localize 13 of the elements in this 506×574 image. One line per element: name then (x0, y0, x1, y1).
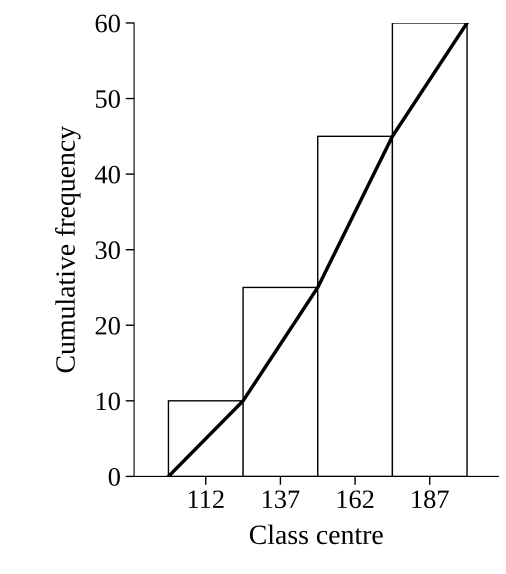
x-tick-label: 112 (188, 490, 224, 508)
x-tick-label: 162 (338, 490, 374, 508)
y-axis-title: Cumulative frequency (55, 126, 81, 372)
x-tick-label: 187 (412, 490, 449, 508)
y-tick-label: 20 (96, 316, 120, 335)
y-tick-label: 10 (96, 392, 120, 410)
y-tick-label: 60 (96, 14, 120, 32)
x-axis-title: Class centre (250, 524, 383, 544)
y-tick-label: 40 (95, 166, 120, 184)
y-tick-label: 50 (96, 90, 120, 108)
x-tick-label: 137 (262, 490, 300, 508)
y-tick-label: 30 (96, 241, 120, 260)
y-tick-label: 0 (108, 468, 120, 486)
